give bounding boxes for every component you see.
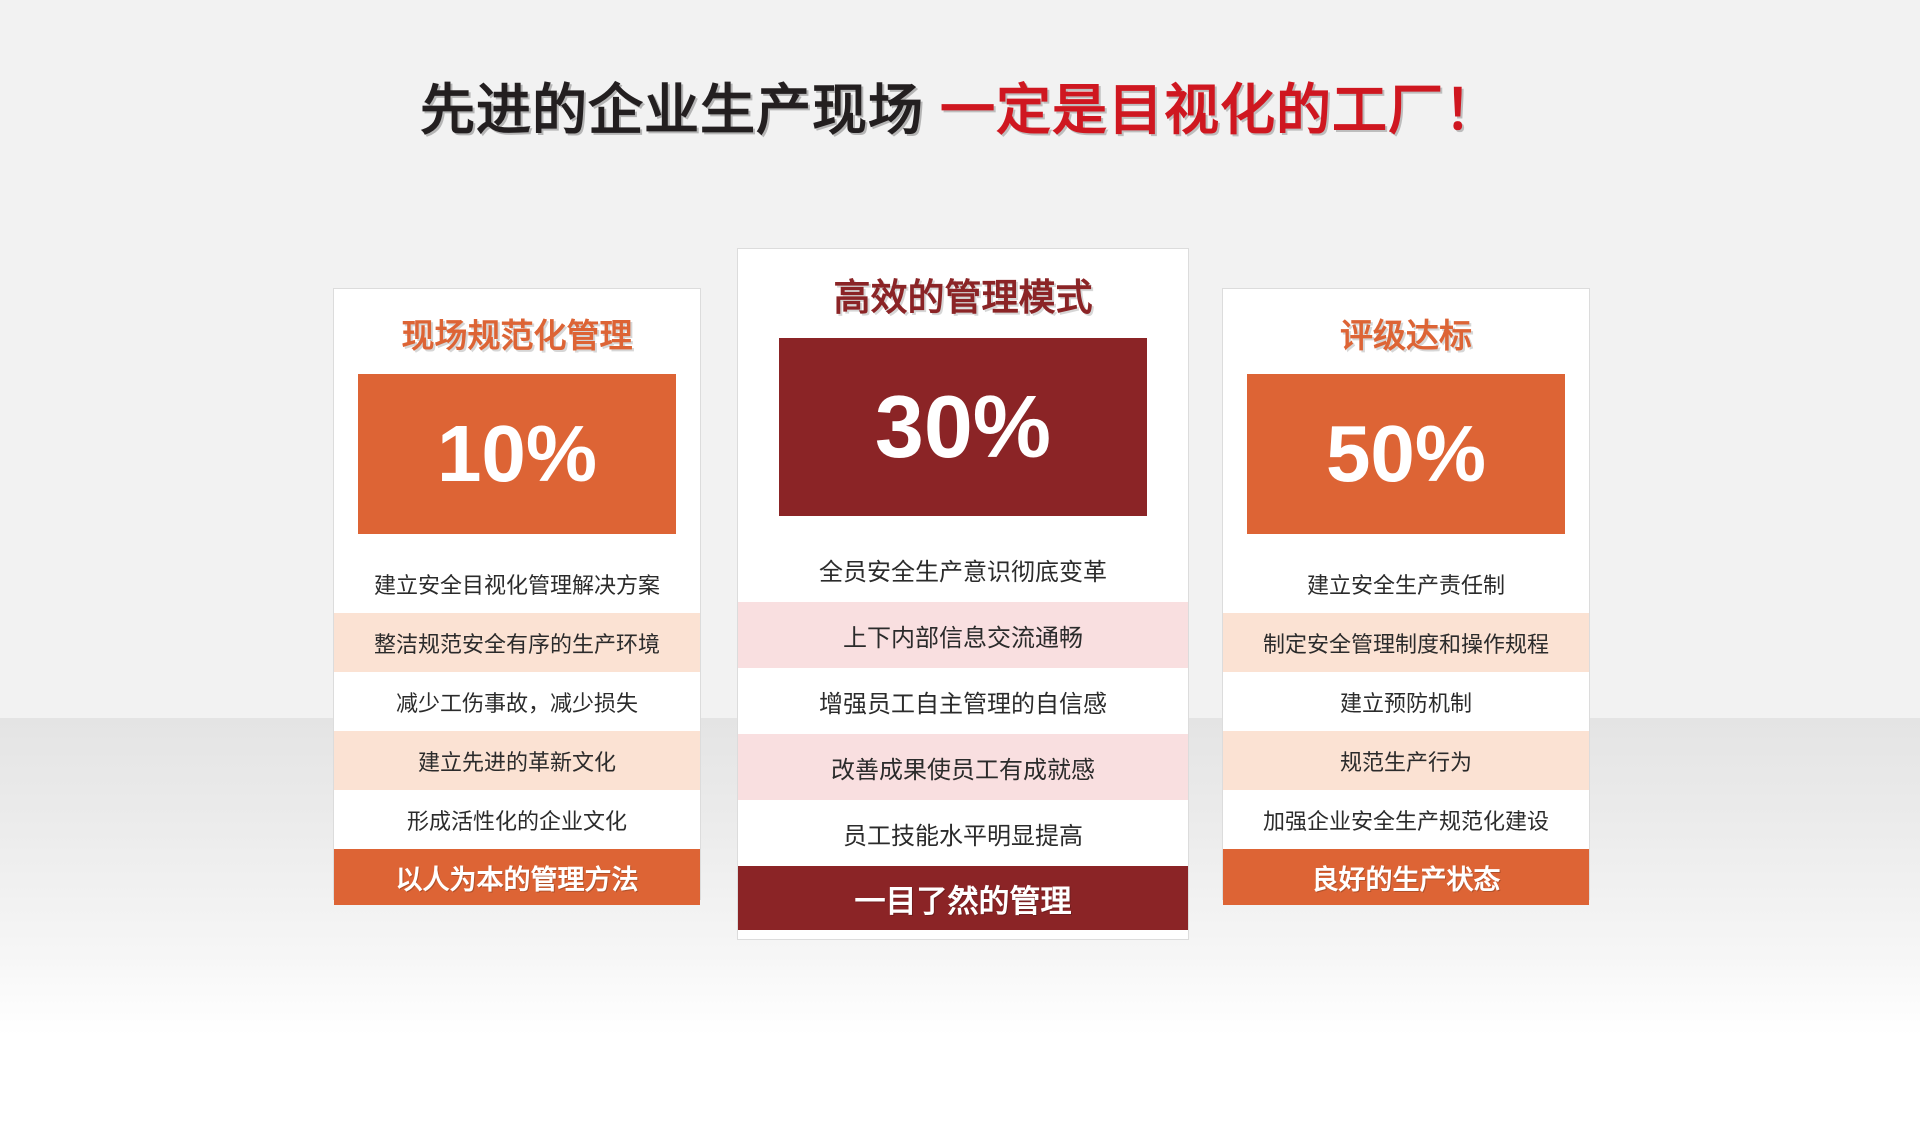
card-right-percent-value: 50% <box>1325 409 1487 498</box>
card-left-percent-value: 10% <box>436 409 598 498</box>
card-right-row-list: 建立安全生产责任制 制定安全管理制度和操作规程 建立预防机制 规范生产行为 加强… <box>1223 554 1589 849</box>
card-middle-percent-block: 30% <box>779 338 1147 516</box>
card-right-heading: 评级达标 <box>1340 317 1472 354</box>
card-middle-percent-value: 30% <box>874 377 1052 476</box>
card-left-heading: 现场规范化管理 <box>401 317 633 354</box>
list-item[interactable]: 建立安全目视化管理解决方案 <box>373 572 660 598</box>
card-right-percent-block: 50% <box>1247 374 1565 534</box>
page-title-dark-segment: 先进的企业生产现场 <box>419 79 924 141</box>
list-item[interactable]: 减少工伤事故，减少损失 <box>395 690 638 716</box>
card-left-row-list: 建立安全目视化管理解决方案 整洁规范安全有序的生产环境 减少工伤事故，减少损失 … <box>334 554 700 849</box>
list-item[interactable]: 员工技能水平明显提高 <box>843 822 1083 850</box>
card-middle-row-list: 全员安全生产意识彻底变革 上下内部信息交流通畅 增强员工自主管理的自信感 改善成… <box>738 536 1188 866</box>
list-item[interactable]: 加强企业安全生产规范化建设 <box>1262 808 1549 834</box>
page-title-red-segment: 一定是目视化的工厂！ <box>940 79 1501 141</box>
list-item[interactable]: 建立安全生产责任制 <box>1306 572 1505 598</box>
card-left[interactable]: 现场规范化管理 10% 建立安全目视化管理解决方案 整洁规范安全有序的生产环境 … <box>333 288 701 905</box>
page-title: 先进的企业生产现场 一定是目视化的工厂！ <box>0 80 1920 141</box>
card-left-footer-bar: 以人为本的管理方法 <box>334 849 700 905</box>
list-item[interactable]: 建立先进的革新文化 <box>334 731 700 790</box>
list-item[interactable]: 建立预防机制 <box>1339 690 1472 716</box>
list-item[interactable]: 形成活性化的企业文化 <box>406 808 627 834</box>
card-middle[interactable]: 高效的管理模式 30% 全员安全生产意识彻底变革 上下内部信息交流通畅 增强员工… <box>737 248 1189 940</box>
card-middle-heading: 高效的管理模式 <box>833 277 1093 318</box>
list-item[interactable]: 上下内部信息交流通畅 <box>738 602 1188 668</box>
list-item[interactable]: 规范生产行为 <box>1223 731 1589 790</box>
list-item[interactable]: 整洁规范安全有序的生产环境 <box>334 613 700 672</box>
list-item[interactable]: 制定安全管理制度和操作规程 <box>1223 613 1589 672</box>
list-item[interactable]: 全员安全生产意识彻底变革 <box>819 558 1107 586</box>
card-left-percent-block: 10% <box>358 374 676 534</box>
card-right[interactable]: 评级达标 50% 建立安全生产责任制 制定安全管理制度和操作规程 建立预防机制 … <box>1222 288 1590 905</box>
list-item[interactable]: 改善成果使员工有成就感 <box>738 734 1188 800</box>
card-right-footer-bar: 良好的生产状态 <box>1223 849 1589 905</box>
list-item[interactable]: 增强员工自主管理的自信感 <box>819 690 1107 718</box>
card-middle-footer-bar: 一目了然的管理 <box>738 866 1188 930</box>
